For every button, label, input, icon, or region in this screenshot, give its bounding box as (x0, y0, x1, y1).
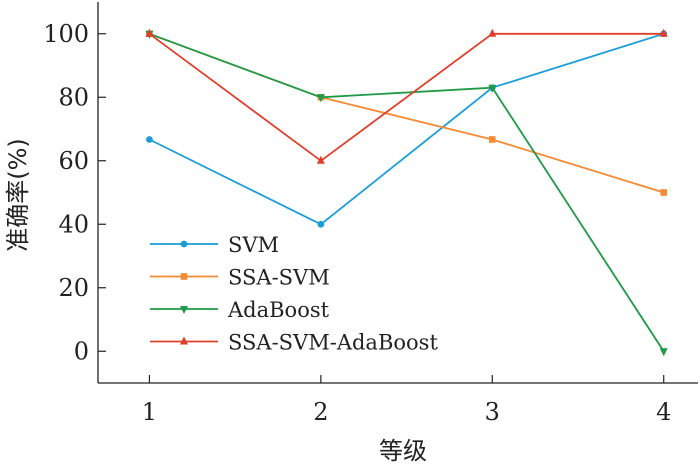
data-point-adaboost (316, 94, 325, 103)
legend-label: SVM (228, 233, 279, 257)
series-line-ssa-svm-adaboost (148, 32, 664, 162)
x-tick-label: 3 (485, 398, 500, 426)
series-line-svm (149, 32, 664, 226)
legend-marker (180, 336, 188, 345)
legend-marker (180, 306, 188, 314)
data-point-ssa-svm-adaboost (316, 155, 325, 164)
series-line-adaboost (149, 32, 665, 352)
legend-item-ssa-svm-adaboost: SSA-SVM-AdaBoost (150, 331, 438, 355)
y-tick-label: 80 (58, 83, 89, 111)
x-axis-title: 等级 (379, 437, 427, 464)
x-tick-label: 4 (656, 398, 671, 426)
data-point-adaboost (659, 348, 668, 357)
y-tick-label: 20 (58, 274, 89, 302)
series-svm (146, 30, 668, 228)
y-tick-label: 40 (58, 210, 89, 238)
legend-item-adaboost: AdaBoost (150, 298, 330, 322)
y-tick-label: 0 (74, 337, 89, 365)
data-point-ssa-svm-adaboost (145, 28, 154, 37)
legend-item-svm: SVM (150, 233, 279, 257)
data-point-ssa-svm-adaboost (659, 28, 668, 37)
plot-axes: 0 20 40 60 80 100 1 2 3 4 (43, 2, 698, 426)
series-ssa-svm-adaboost (145, 28, 668, 164)
legend-marker (180, 240, 188, 248)
x-tick-label: 2 (313, 398, 328, 426)
series-layer (145, 28, 668, 357)
legend-label: AdaBoost (227, 298, 330, 322)
data-point-adaboost (488, 84, 497, 93)
data-point-svm (317, 220, 325, 228)
y-tick-label: 100 (43, 20, 89, 48)
legend-item-ssa-svm: SSA-SVM (150, 266, 330, 290)
legend-marker (180, 273, 188, 280)
x-tick-label: 1 (142, 398, 157, 426)
y-axis-title: 准确率(%) (4, 138, 32, 252)
series-adaboost (145, 30, 668, 357)
data-point-ssa-svm (488, 136, 496, 143)
legend-label: SSA-SVM-AdaBoost (228, 331, 438, 355)
data-point-svm (146, 136, 153, 143)
data-point-ssa-svm-adaboost (488, 28, 497, 37)
data-point-ssa-svm (660, 189, 668, 196)
legend: SVM SSA-SVM AdaBoost SSA-SVM-AdaBoost (150, 233, 438, 355)
series-ssa-svm (146, 30, 668, 196)
y-tick-label: 60 (58, 147, 89, 175)
legend-label: SSA-SVM (228, 266, 330, 290)
